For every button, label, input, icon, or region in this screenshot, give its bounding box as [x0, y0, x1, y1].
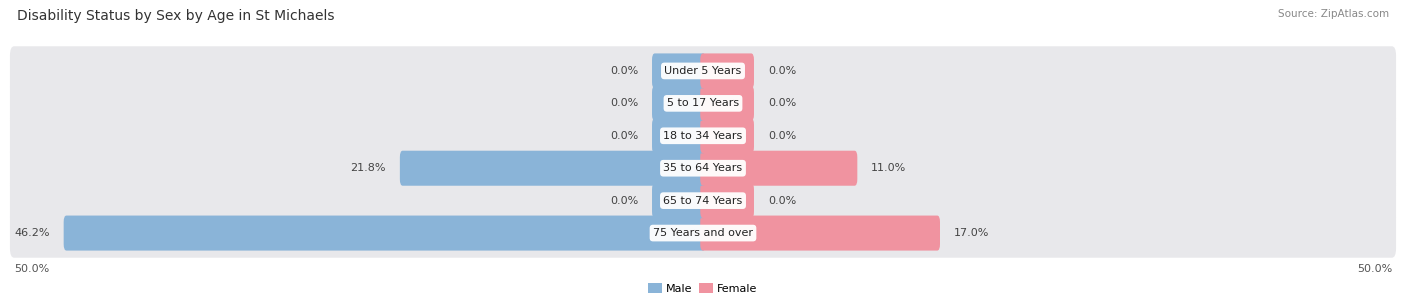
FancyBboxPatch shape [63, 216, 706, 250]
FancyBboxPatch shape [652, 183, 706, 218]
Text: 5 to 17 Years: 5 to 17 Years [666, 98, 740, 108]
Text: 0.0%: 0.0% [768, 66, 796, 76]
Text: 0.0%: 0.0% [768, 131, 796, 141]
Text: 17.0%: 17.0% [953, 228, 990, 238]
FancyBboxPatch shape [700, 183, 754, 218]
FancyBboxPatch shape [652, 86, 706, 121]
FancyBboxPatch shape [700, 86, 754, 121]
FancyBboxPatch shape [700, 54, 754, 88]
FancyBboxPatch shape [10, 143, 1396, 193]
Text: Source: ZipAtlas.com: Source: ZipAtlas.com [1278, 9, 1389, 19]
Text: Disability Status by Sex by Age in St Michaels: Disability Status by Sex by Age in St Mi… [17, 9, 335, 23]
Text: 75 Years and over: 75 Years and over [652, 228, 754, 238]
FancyBboxPatch shape [10, 46, 1396, 95]
Text: 0.0%: 0.0% [610, 98, 638, 108]
Text: 0.0%: 0.0% [610, 196, 638, 206]
Text: 11.0%: 11.0% [872, 163, 907, 173]
FancyBboxPatch shape [10, 176, 1396, 225]
FancyBboxPatch shape [700, 118, 754, 153]
Text: 0.0%: 0.0% [610, 131, 638, 141]
Text: 50.0%: 50.0% [1357, 264, 1392, 274]
FancyBboxPatch shape [399, 151, 706, 186]
FancyBboxPatch shape [10, 79, 1396, 128]
FancyBboxPatch shape [700, 151, 858, 186]
Text: 21.8%: 21.8% [350, 163, 387, 173]
Text: 65 to 74 Years: 65 to 74 Years [664, 196, 742, 206]
Text: Under 5 Years: Under 5 Years [665, 66, 741, 76]
FancyBboxPatch shape [652, 54, 706, 88]
FancyBboxPatch shape [700, 216, 941, 250]
Legend: Male, Female: Male, Female [644, 279, 762, 298]
Text: 46.2%: 46.2% [14, 228, 49, 238]
FancyBboxPatch shape [10, 111, 1396, 161]
Text: 0.0%: 0.0% [768, 196, 796, 206]
Text: 18 to 34 Years: 18 to 34 Years [664, 131, 742, 141]
Text: 35 to 64 Years: 35 to 64 Years [664, 163, 742, 173]
FancyBboxPatch shape [10, 209, 1396, 258]
FancyBboxPatch shape [652, 118, 706, 153]
Text: 50.0%: 50.0% [14, 264, 49, 274]
Text: 0.0%: 0.0% [768, 98, 796, 108]
Text: 0.0%: 0.0% [610, 66, 638, 76]
